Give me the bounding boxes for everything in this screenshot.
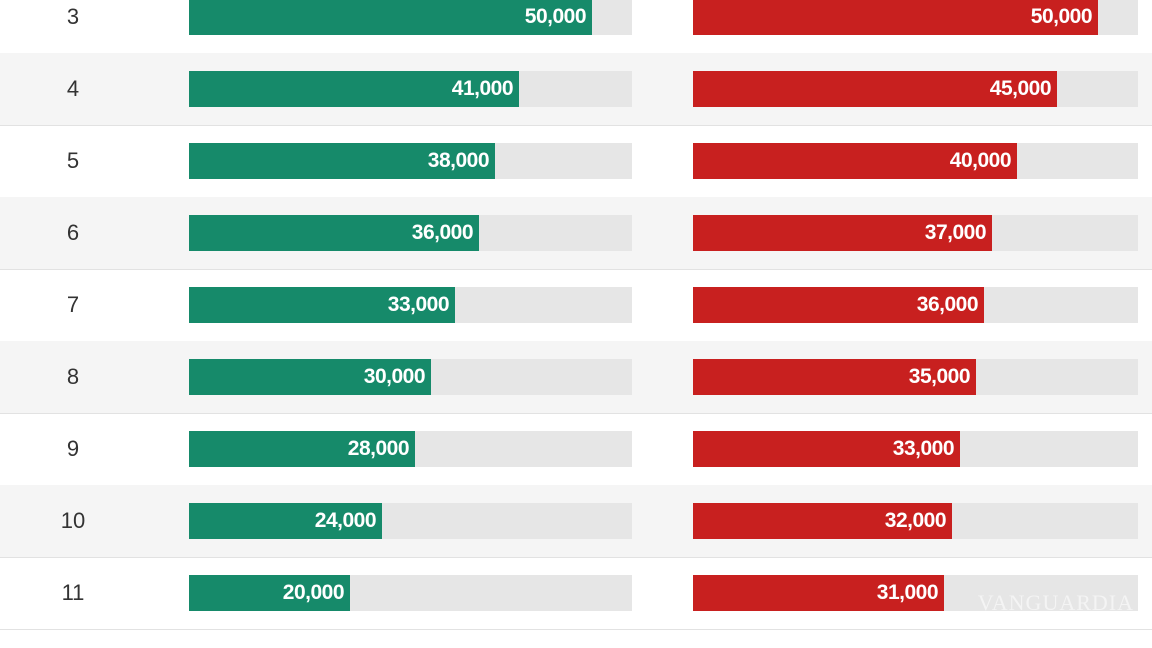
rank-label: 3 — [66, 4, 80, 29]
red-bar: 36,000 — [693, 287, 984, 323]
row-divider — [0, 557, 1152, 558]
red-bar-track: 37,000 — [693, 215, 1138, 251]
rank-label: 6 — [66, 220, 80, 245]
red-bar: 31,000 — [693, 575, 944, 611]
red-bar: 35,000 — [693, 359, 976, 395]
green-bar-value-label: 20,000 — [282, 581, 345, 604]
red-bar-track: 31,000 — [693, 575, 1138, 611]
red-bar: 37,000 — [693, 215, 992, 251]
red-bar: 33,000 — [693, 431, 960, 467]
red-bar-value-label: 45,000 — [989, 77, 1052, 100]
table-row: 8 30,000 35,000 — [0, 341, 1152, 413]
red-bar-value-label: 35,000 — [908, 365, 971, 388]
green-bar-track: 50,000 — [189, 0, 632, 35]
red-bar-value-label: 37,000 — [924, 221, 987, 244]
red-bar-track: 35,000 — [693, 359, 1138, 395]
red-bar-track: 40,000 — [693, 143, 1138, 179]
table-row: 11 20,000 31,000 — [0, 557, 1152, 629]
rank-label: 9 — [66, 436, 80, 461]
green-bar: 50,000 — [189, 0, 592, 35]
red-bar: 32,000 — [693, 503, 952, 539]
row-divider — [0, 125, 1152, 126]
table-row: 6 36,000 37,000 — [0, 197, 1152, 269]
watermark-logo: VANGUARDIA — [977, 590, 1134, 615]
red-bar-track: 50,000 — [693, 0, 1138, 35]
red-bar: 50,000 — [693, 0, 1098, 35]
green-bar-value-label: 41,000 — [451, 77, 514, 100]
red-bar-track: 32,000 — [693, 503, 1138, 539]
red-bar-track: 36,000 — [693, 287, 1138, 323]
red-bar-value-label: 36,000 — [916, 293, 979, 316]
table-row: 9 28,000 33,000 — [0, 413, 1152, 485]
red-bar-value-label: 50,000 — [1030, 5, 1093, 28]
row-divider — [0, 629, 1152, 630]
red-bar-track: 45,000 — [693, 71, 1138, 107]
green-bar: 36,000 — [189, 215, 479, 251]
rank-label: 7 — [66, 292, 80, 317]
green-bar: 24,000 — [189, 503, 382, 539]
red-bar-value-label: 31,000 — [876, 581, 939, 604]
green-bar-track: 20,000 — [189, 575, 632, 611]
green-bar-track: 41,000 — [189, 71, 632, 107]
green-bar-value-label: 33,000 — [387, 293, 450, 316]
row-divider — [0, 269, 1152, 270]
rank-label: 5 — [66, 148, 80, 173]
table-row: 5 38,000 40,000 — [0, 125, 1152, 197]
green-bar: 28,000 — [189, 431, 415, 467]
table-row: 4 41,000 45,000 — [0, 53, 1152, 125]
green-bar: 20,000 — [189, 575, 350, 611]
row-divider — [0, 413, 1152, 414]
red-bar-value-label: 40,000 — [949, 149, 1012, 172]
green-bar-track: 28,000 — [189, 431, 632, 467]
red-bar: 40,000 — [693, 143, 1017, 179]
green-bar-value-label: 28,000 — [347, 437, 410, 460]
green-bar: 30,000 — [189, 359, 431, 395]
rank-label: 4 — [66, 76, 80, 101]
table-row: 7 33,000 36,000 — [0, 269, 1152, 341]
table-row: 3 50,000 50,000 — [0, 0, 1152, 53]
green-bar-track: 38,000 — [189, 143, 632, 179]
table-row: 10 24,000 32,000 — [0, 485, 1152, 557]
red-bar-track: 33,000 — [693, 431, 1138, 467]
green-bar-track: 36,000 — [189, 215, 632, 251]
green-bar: 41,000 — [189, 71, 519, 107]
green-bar-value-label: 50,000 — [524, 5, 587, 28]
green-bar-value-label: 38,000 — [427, 149, 490, 172]
green-bar-track: 24,000 — [189, 503, 632, 539]
green-bar: 33,000 — [189, 287, 455, 323]
rank-label: 8 — [66, 364, 80, 389]
red-bar-value-label: 32,000 — [884, 509, 947, 532]
green-bar-value-label: 24,000 — [314, 509, 377, 532]
rank-label: 10 — [60, 508, 86, 533]
red-bar-value-label: 33,000 — [892, 437, 955, 460]
rank-label: 11 — [61, 580, 85, 605]
green-bar-value-label: 36,000 — [411, 221, 474, 244]
green-bar-value-label: 30,000 — [363, 365, 426, 388]
green-bar: 38,000 — [189, 143, 495, 179]
green-bar-track: 33,000 — [189, 287, 632, 323]
green-bar-track: 30,000 — [189, 359, 632, 395]
red-bar: 45,000 — [693, 71, 1057, 107]
